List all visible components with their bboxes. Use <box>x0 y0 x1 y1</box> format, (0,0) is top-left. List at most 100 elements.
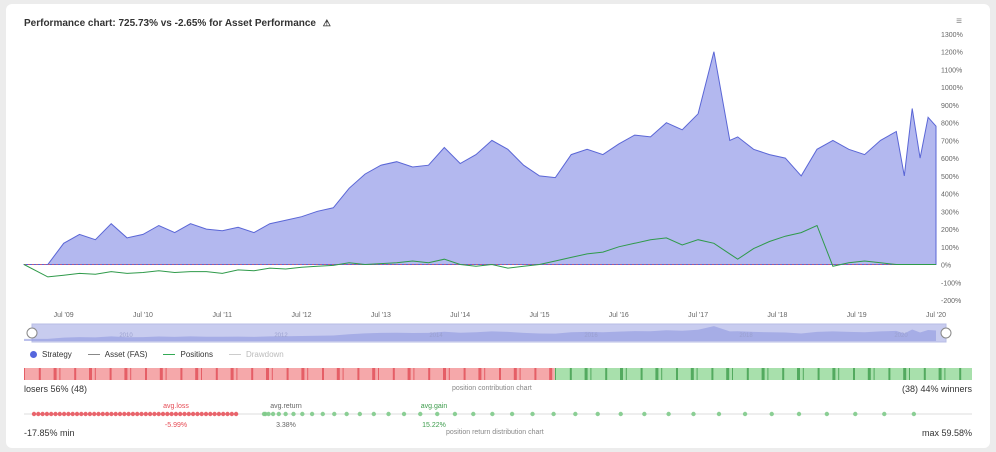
loss-point <box>152 411 157 417</box>
position-stripe <box>342 368 344 380</box>
loss-point <box>126 411 131 417</box>
gain-point <box>283 411 288 417</box>
loss-point <box>173 411 179 417</box>
position-stripe <box>513 368 517 380</box>
loss-point <box>229 411 234 417</box>
position-stripe <box>109 368 112 380</box>
position-stripe <box>286 368 289 380</box>
loss-point <box>233 411 239 417</box>
position-stripe <box>655 368 659 380</box>
position-stripe <box>230 368 234 380</box>
loss-point <box>221 411 226 417</box>
gain-point <box>291 411 296 417</box>
loss-point <box>130 411 136 417</box>
legend-item-strategy[interactable]: Strategy <box>30 350 72 359</box>
gain-point <box>691 411 696 417</box>
gain-point <box>573 411 578 417</box>
losers-segment <box>24 368 555 380</box>
y-tick-label: 200% <box>941 227 959 234</box>
loss-point <box>31 411 37 417</box>
loss-point <box>143 411 148 417</box>
navigator-tick-label: 2012 <box>274 333 288 339</box>
chart-title: Performance chart: 725.73% vs -2.65% for… <box>24 18 331 29</box>
gain-point <box>270 411 276 417</box>
gain-point <box>435 411 440 417</box>
performance-chart: 1300% 1200% 1100% 1000% 900% 800% 700% 600% 500%… <box>23 32 963 343</box>
loss-point <box>100 411 106 417</box>
position-stripe <box>301 368 305 380</box>
y-tick-label: 100% <box>941 245 959 252</box>
loss-point <box>96 411 101 417</box>
navigator-left-handle <box>26 327 38 339</box>
loss-point <box>83 411 88 417</box>
position-stripe <box>251 368 254 380</box>
position-stripe <box>428 368 431 380</box>
position-stripe <box>124 368 128 380</box>
gain-point <box>452 411 458 417</box>
gain-point <box>551 411 556 417</box>
position-stripe <box>923 368 926 380</box>
position-stripe <box>909 368 910 380</box>
position-stripe <box>817 368 820 380</box>
gain-point <box>769 411 774 417</box>
position-stripe <box>640 368 643 380</box>
max-label: max 59.58% <box>921 428 972 438</box>
winners-label: (38) 44% winners <box>901 384 972 394</box>
position-stripe <box>201 368 202 380</box>
legend-item-positions[interactable]: Positions <box>163 350 213 359</box>
loss-point <box>49 411 54 417</box>
position-stripe <box>625 368 627 380</box>
loss-point <box>79 411 84 417</box>
gain-point <box>716 411 722 417</box>
legend-item-drawdown[interactable]: Drawdown <box>228 350 284 359</box>
gain-point <box>371 411 376 417</box>
position-stripe <box>180 368 183 380</box>
menu-icon[interactable]: ≡ <box>956 16 962 27</box>
navigator-tick-label: 2020 <box>894 333 908 339</box>
position-stripe <box>726 368 730 380</box>
position-stripe <box>159 368 163 380</box>
x-tick-label: Jul '16 <box>609 312 629 319</box>
y-tick-label: 1000% <box>941 85 963 92</box>
position-return-distribution: avg.loss -5.99% avg.return 3.38% avg.gain 15.… <box>24 403 972 429</box>
strategy-area <box>23 51 937 266</box>
chart-title-text: Performance chart: 725.73% vs -2.65% for… <box>24 18 316 29</box>
y-tick-label: 800% <box>941 121 959 128</box>
position-stripe <box>145 368 147 380</box>
position-stripe <box>761 368 765 380</box>
y-tick-label: 400% <box>941 192 959 199</box>
position-stripe <box>484 368 486 380</box>
position-stripe <box>89 368 92 380</box>
positions-line-icon <box>163 354 176 355</box>
position-stripe <box>903 368 907 380</box>
avg-gain-label: avg.gain <box>421 403 448 410</box>
loss-point <box>36 411 41 417</box>
x-tick-label: Jul '10 <box>133 312 153 319</box>
gain-point <box>471 411 476 417</box>
gain-point <box>796 411 802 417</box>
y-tick-label: 1100% <box>941 67 962 74</box>
position-stripe <box>195 368 199 380</box>
gain-point <box>263 411 268 417</box>
legend-item-asset[interactable]: Asset (FAS) <box>87 350 147 359</box>
gain-point <box>666 411 671 417</box>
position-stripe <box>853 368 855 380</box>
position-stripe <box>938 368 942 380</box>
position-stripe <box>944 368 946 380</box>
position-stripe <box>746 368 749 380</box>
loss-point <box>117 411 123 417</box>
legend-drawdown-label: Drawdown <box>245 350 284 359</box>
gain-point <box>320 411 325 417</box>
gain-point <box>490 411 495 417</box>
x-tick-label: Jul '14 <box>450 312 470 319</box>
position-stripe <box>555 368 556 380</box>
asset-line <box>23 224 936 278</box>
loss-point <box>160 411 166 417</box>
warning-icon[interactable]: ⚠ <box>322 18 331 28</box>
y-tick-label: 1200% <box>941 50 963 57</box>
navigator-tick-label: 2016 <box>584 333 598 339</box>
position-stripe <box>661 368 663 380</box>
avg-return-label: avg.return <box>270 403 302 410</box>
position-stripe <box>407 368 411 380</box>
y-tick-label: 0% <box>941 263 951 270</box>
